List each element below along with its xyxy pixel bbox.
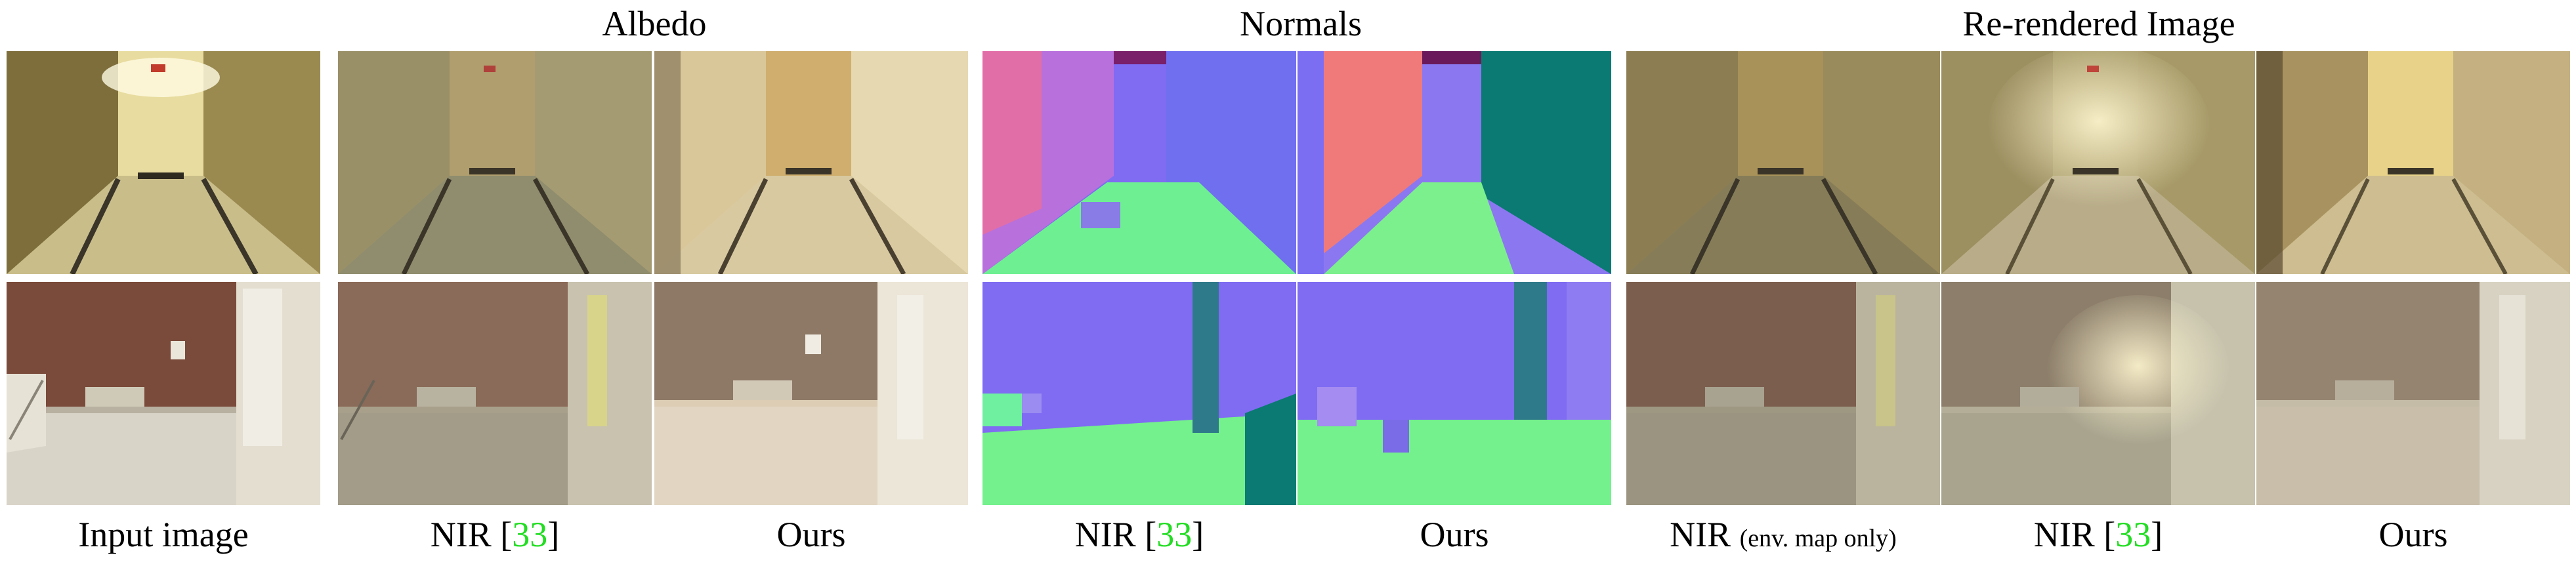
rerender-ours-hallway: [2256, 51, 2570, 274]
rerender-ours-room: [2256, 282, 2570, 505]
rerender-envmap-room: [1626, 282, 1940, 505]
caption-albedo-nir: NIR [33]: [430, 515, 560, 554]
citation-link[interactable]: 33: [512, 515, 548, 554]
albedo-title: Albedo: [602, 4, 707, 43]
normals-nir-room: [982, 282, 1296, 505]
rerender-envmap-hallway: [1626, 51, 1940, 274]
rerendered-title: Re-rendered Image: [1962, 4, 2235, 43]
input-image-room: [7, 282, 320, 505]
caption-rerender-ours: Ours: [2378, 515, 2448, 554]
albedo-ours-hallway: [654, 51, 968, 274]
caption-input-image: Input image: [78, 515, 249, 554]
normals-ours-hallway: [1298, 51, 1611, 274]
normals-title: Normals: [1240, 4, 1362, 43]
caption-albedo-ours: Ours: [776, 515, 846, 554]
normals-ours-room: [1298, 282, 1611, 505]
caption-normals-ours: Ours: [1420, 515, 1489, 554]
citation-link[interactable]: 33: [2115, 515, 2151, 554]
rerender-nir-room: [1941, 282, 2255, 505]
input-image-hallway: [7, 51, 320, 274]
caption-normals-nir: NIR [33]: [1074, 515, 1204, 554]
caption-rerender-nir: NIR [33]: [2033, 515, 2163, 554]
albedo-nir-room: [338, 282, 652, 505]
caption-rerender-envmap: NIR (env. map only): [1670, 515, 1897, 554]
citation-link[interactable]: 33: [1156, 515, 1193, 554]
rerender-nir-hallway: [1941, 51, 2255, 274]
albedo-ours-room: [654, 282, 968, 505]
normals-nir-hallway: [982, 51, 1296, 274]
albedo-nir-hallway: [338, 51, 652, 274]
